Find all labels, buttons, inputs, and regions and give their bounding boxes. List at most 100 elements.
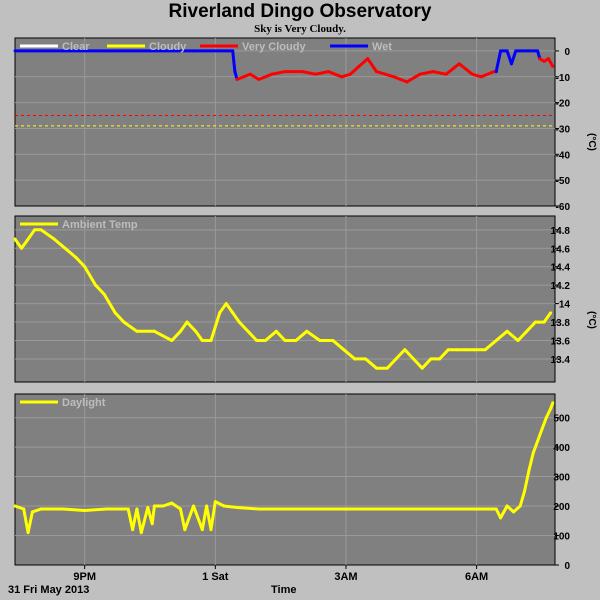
sky-data-point xyxy=(327,70,331,74)
ambient-ytick-label: 14.6 xyxy=(551,244,571,255)
ambient-data-point xyxy=(218,311,222,315)
daylight-ytick-label: 100 xyxy=(553,532,570,543)
ambient-ytick-label: 13.4 xyxy=(551,355,571,366)
daylight-data-point xyxy=(152,504,156,508)
sky-data-point xyxy=(257,77,261,81)
sky-ytick-label: 0 xyxy=(564,47,570,58)
daylight-data-point xyxy=(518,504,522,508)
daylight-data-point xyxy=(494,507,498,511)
daylight-data-point xyxy=(213,500,217,504)
daylight-data-point xyxy=(527,469,531,473)
sky-ytick-label: -30 xyxy=(556,124,571,135)
ambient-data-point xyxy=(246,329,250,333)
sky-data-point xyxy=(61,49,65,53)
daylight-data-point xyxy=(388,507,392,511)
ambient-data-point xyxy=(185,320,189,324)
daylight-ytick-label: 0 xyxy=(564,561,570,572)
daylight-data-point xyxy=(183,528,187,532)
ambient-data-point xyxy=(374,366,378,370)
sky-data-point xyxy=(340,75,344,79)
sky-data-point xyxy=(551,64,555,68)
sky-ytick-label: -20 xyxy=(556,99,571,110)
daylight-data-point xyxy=(126,507,130,511)
ambient-data-point xyxy=(403,348,407,352)
sky-data-point xyxy=(479,75,483,79)
daylight-ytick-label: 200 xyxy=(553,502,570,513)
sky-data-point xyxy=(457,62,461,66)
sky-legend-label: Wet xyxy=(372,41,392,53)
sky-data-point xyxy=(542,59,546,63)
sky-data-point xyxy=(509,62,513,66)
sky-series-line xyxy=(236,57,497,84)
ambient-data-point xyxy=(63,246,67,250)
ambient-data-point xyxy=(20,246,24,250)
daylight-data-point xyxy=(170,501,174,505)
sky-data-point xyxy=(383,72,387,76)
sky-data-point xyxy=(233,70,237,74)
ambient-data-point xyxy=(263,339,267,342)
daylight-data-point xyxy=(222,504,226,508)
ambient-data-point xyxy=(170,339,174,342)
daylight-panel xyxy=(14,393,556,566)
daylight-data-point xyxy=(131,528,135,532)
daylight-data-point xyxy=(192,504,196,508)
sky-data-point xyxy=(392,75,396,79)
daylight-data-point xyxy=(26,531,30,535)
ambient-data-point xyxy=(411,357,415,361)
sky-data-point xyxy=(374,70,378,74)
x-tick-label: 6AM xyxy=(465,571,488,583)
sky-data-point xyxy=(418,72,422,76)
ambient-data-point xyxy=(516,339,520,342)
daylight-data-point xyxy=(39,507,43,511)
ambient-data-point xyxy=(13,237,17,241)
sky-data-point xyxy=(405,80,409,84)
sky-ytick-label: -40 xyxy=(556,150,571,161)
daylight-data-point xyxy=(512,510,516,514)
ambient-data-point xyxy=(83,265,87,269)
ambient-data-point xyxy=(446,348,450,352)
daylight-ytick-label: 400 xyxy=(553,443,570,454)
ambient-data-point xyxy=(542,320,546,324)
daylight-data-point xyxy=(30,510,34,514)
sky-data-point xyxy=(104,49,108,53)
date-label: 31 Fri May 2013 xyxy=(8,584,90,596)
sky-legend-label: Cloudy xyxy=(149,41,187,53)
sky-data-point xyxy=(270,72,274,76)
ambient-data-point xyxy=(113,311,117,315)
ambient-data-point xyxy=(494,339,498,342)
daylight-ytick-label: 500 xyxy=(553,414,570,425)
sky-data-point xyxy=(527,49,531,53)
ambient-panel xyxy=(14,215,556,383)
daylight-data-point xyxy=(549,407,553,411)
ambient-data-point xyxy=(455,348,459,352)
daylight-data-point xyxy=(344,507,348,511)
ambient-data-point xyxy=(224,302,228,306)
daylight-data-point xyxy=(205,504,209,508)
ambient-data-point xyxy=(200,339,204,342)
ambient-data-point xyxy=(472,348,476,352)
x-tick-label: 1 Sat xyxy=(202,571,229,583)
sky-data-point xyxy=(444,72,448,76)
sky-ytick-label: -60 xyxy=(556,202,571,213)
ambient-data-point xyxy=(274,329,278,333)
ambient-legend-label: Ambient Temp xyxy=(62,219,138,231)
ambient-ytick-label: 14.8 xyxy=(551,226,571,237)
sky-data-point xyxy=(235,77,239,81)
ambient-data-point xyxy=(231,311,235,315)
sky-series-line xyxy=(15,49,239,80)
ambient-data-point xyxy=(420,366,424,370)
sky-data-point xyxy=(499,49,503,53)
ambient-ytick-label: 14.4 xyxy=(551,263,571,274)
daylight-data-point xyxy=(104,507,108,511)
ambient-data-point xyxy=(394,357,398,361)
ambient-data-point xyxy=(194,329,198,333)
daylight-data-point xyxy=(300,507,304,511)
ambient-data-point xyxy=(525,329,529,333)
ambient-data-point xyxy=(385,366,389,370)
daylight-data-point xyxy=(540,427,544,431)
daylight-data-point xyxy=(146,506,150,510)
sky-data-point xyxy=(538,57,542,61)
x-tick-label: 3AM xyxy=(334,571,357,583)
ambient-data-point xyxy=(429,357,433,361)
sky-panel xyxy=(14,37,556,207)
